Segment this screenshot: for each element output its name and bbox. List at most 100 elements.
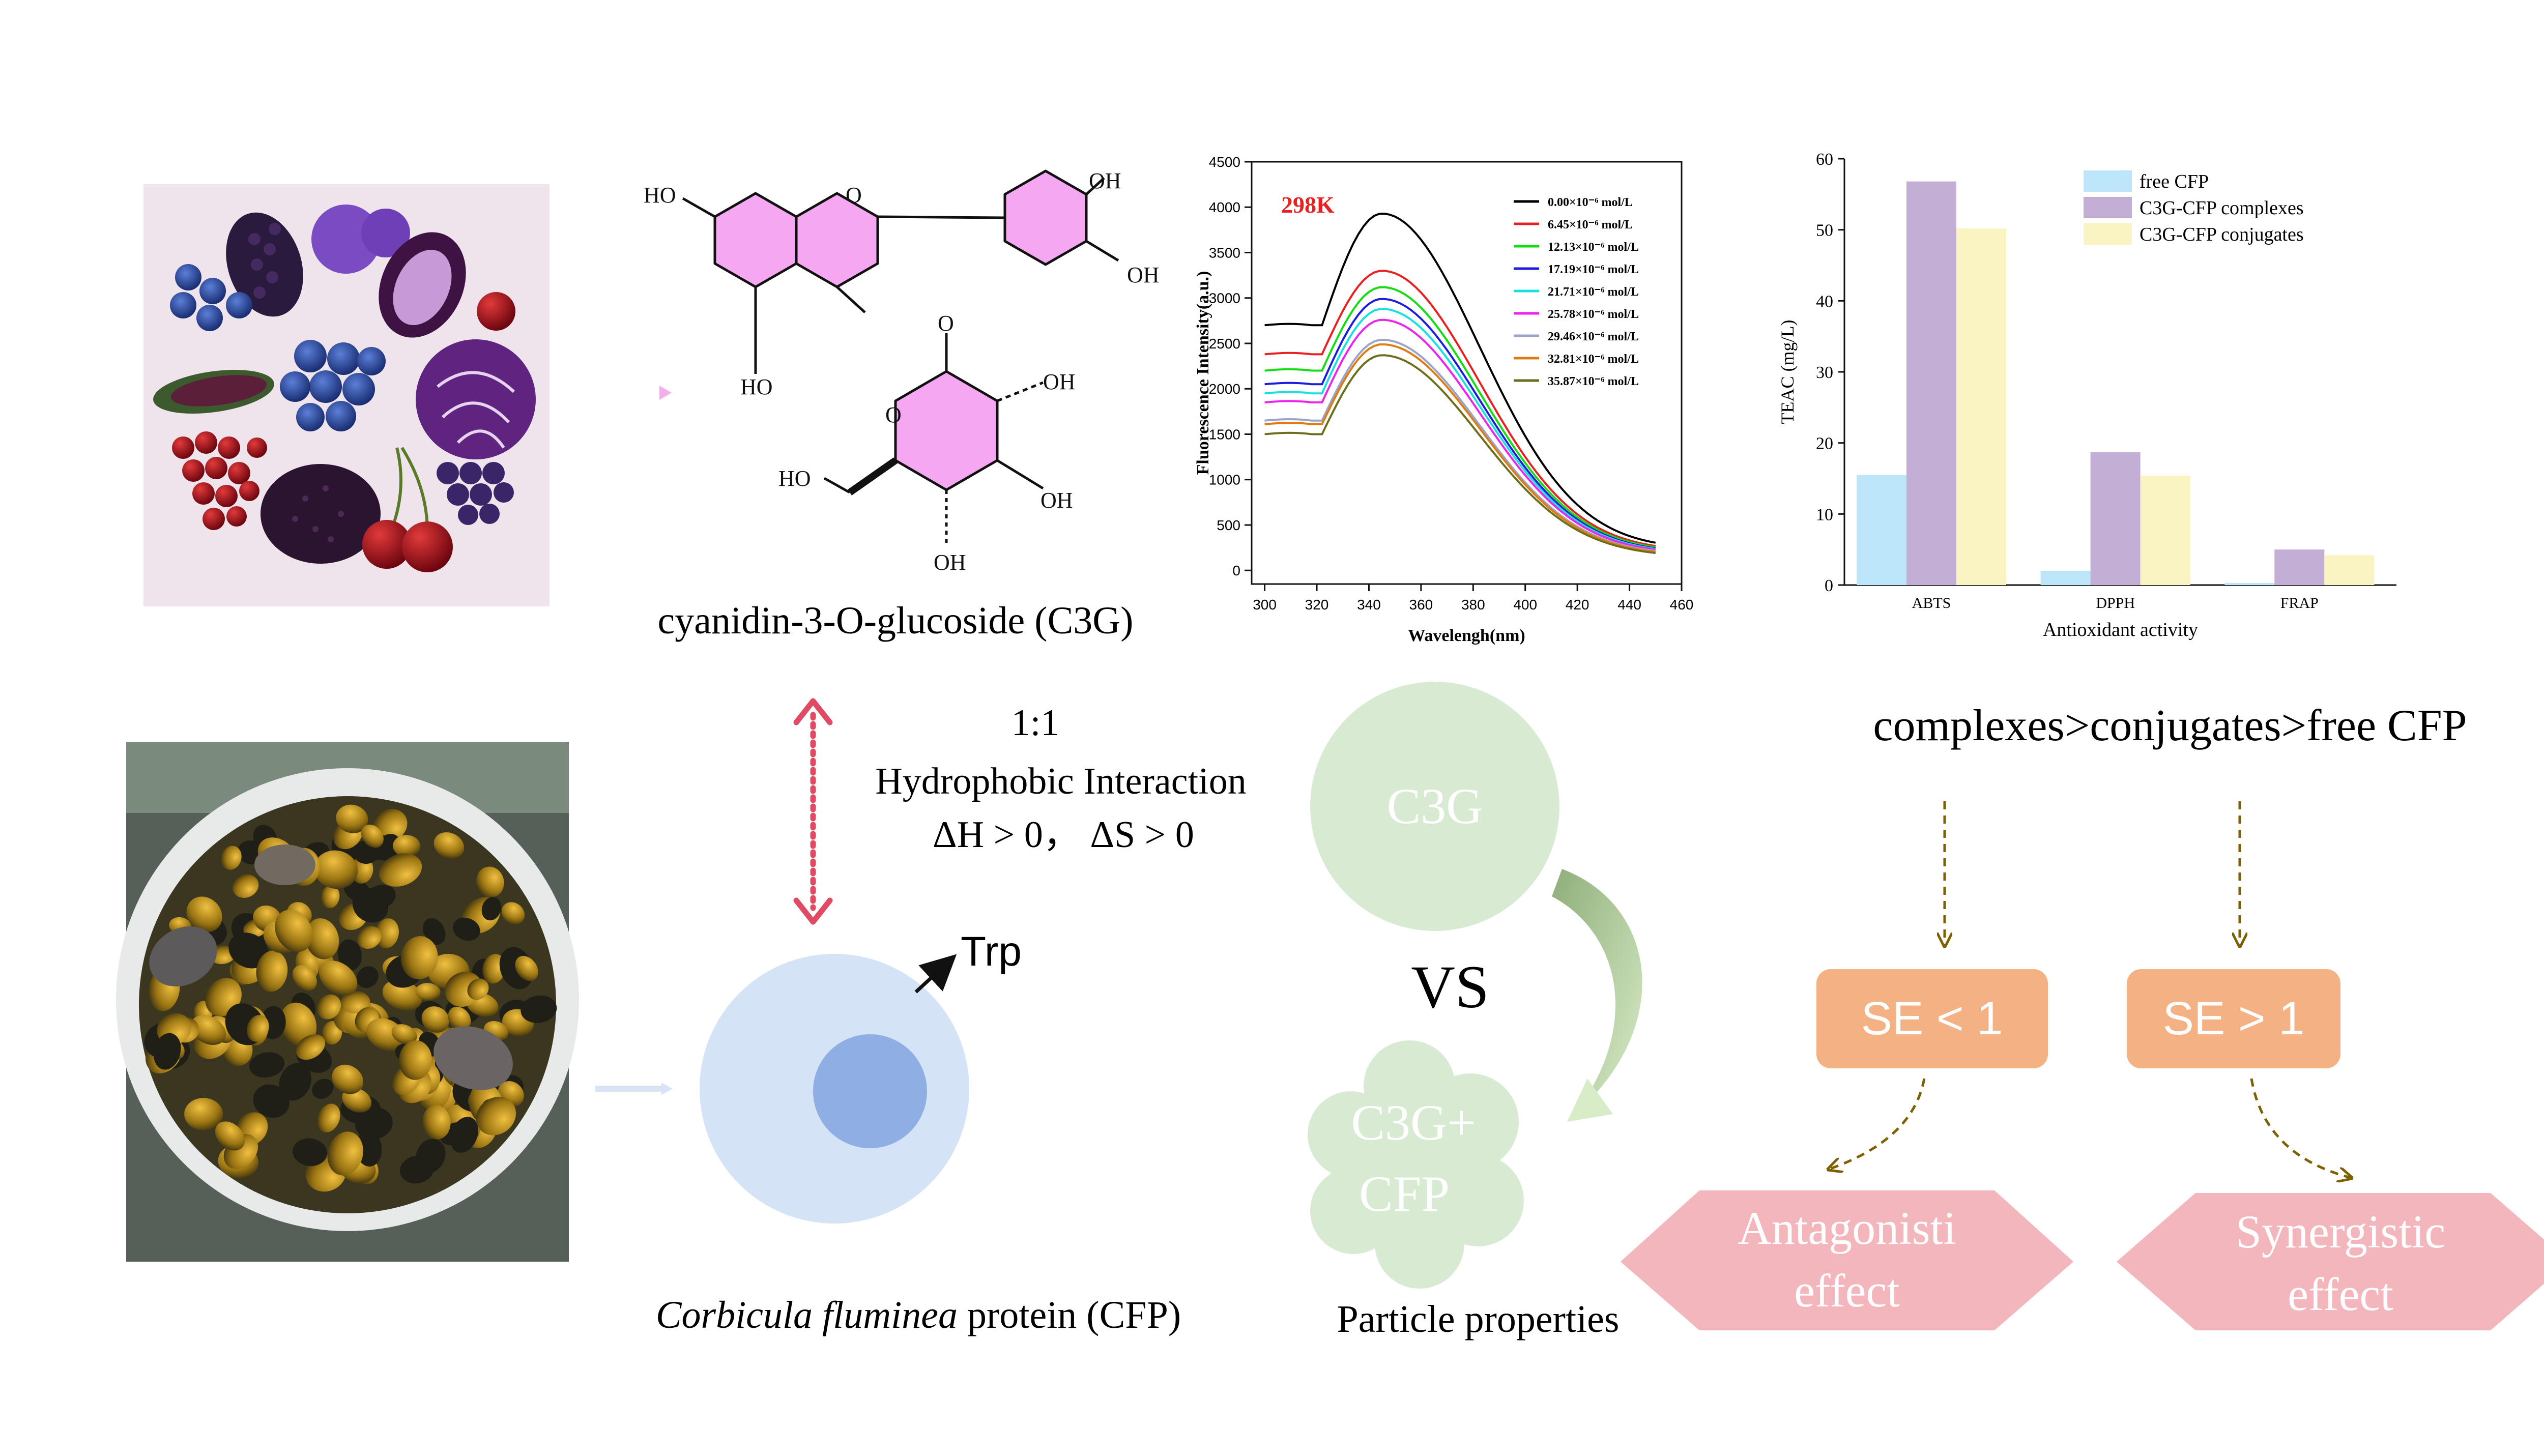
clam-shell <box>293 1138 327 1167</box>
fluor-legend-label: 32.81×10⁻⁶ mol/L <box>1548 353 1639 366</box>
fluor-y-tick-label: 1000 <box>1209 472 1240 488</box>
clam-shell <box>314 850 358 889</box>
clam-shell <box>373 809 408 841</box>
clam-shell <box>292 965 317 991</box>
fluor-series-line <box>1264 354 1656 554</box>
cfp-caption: Corbicula fluminea protein (CFP) <box>656 1294 1181 1336</box>
teac-y-tick-label: 50 <box>1816 221 1833 240</box>
fluor-legend-label: 29.46×10⁻⁶ mol/L <box>1548 330 1639 343</box>
c3g-structure <box>682 169 1119 545</box>
clam-shell <box>399 1040 432 1080</box>
flow-arrows <box>1829 801 2351 1178</box>
clam-shell <box>340 991 370 1014</box>
teac-legend-swatch <box>2084 223 2132 245</box>
teac-category-label: ABTS <box>1912 595 1951 611</box>
clam-shell <box>305 918 339 959</box>
clam-shell <box>296 1034 325 1060</box>
clam-shell <box>476 1096 516 1135</box>
teac-bar <box>2274 549 2325 585</box>
clam-shell <box>379 853 422 887</box>
fluor-legend-label: 25.78×10⁻⁶ mol/L <box>1548 308 1639 321</box>
fluor-y-tick-label: 1500 <box>1209 426 1240 442</box>
teac-legend-label: C3G-CFP complexes <box>2140 197 2304 219</box>
fluor-chart-title: 298K <box>1281 192 1335 218</box>
fluor-x-tick-label: 400 <box>1513 597 1537 613</box>
teac-y-tick-label: 10 <box>1816 505 1833 524</box>
trp-label: Trp <box>961 928 1022 975</box>
teac-legend-swatch <box>2084 197 2132 218</box>
clam-shell <box>184 1098 223 1130</box>
fluorescence-chart: 0 500 1000 1500 2000 2500 3000 3500 4000 4500 300 3… <box>1194 154 1693 645</box>
teac-bar <box>2324 555 2375 585</box>
clam-shell <box>279 1063 311 1101</box>
fluor-legend-label: 21.71×10⁻⁶ mol/L <box>1548 285 1639 299</box>
teac-y-tick-label: 20 <box>1816 434 1833 453</box>
clam-shell <box>337 939 362 971</box>
teac-legend-swatch <box>2084 170 2132 192</box>
teac-bar <box>2224 583 2275 585</box>
vs-label: VS <box>1411 953 1489 1021</box>
c3g-caption: cyanidin-3-O-glucoside (C3G) <box>658 599 1134 642</box>
fluor-series-line <box>1264 270 1656 547</box>
fluor-series-line <box>1264 212 1656 544</box>
clam-shell <box>279 1002 317 1046</box>
atom-label: O <box>885 402 902 427</box>
teac-bar <box>2040 571 2091 585</box>
teac-y-label: TEAC (mg/L) <box>1777 320 1798 424</box>
synergistic-effect-hexagon <box>2117 1193 2544 1330</box>
teac-y-tick-label: 60 <box>1816 150 1833 169</box>
fluor-x-tick-label: 420 <box>1566 597 1589 613</box>
se-greater-than-one-box <box>2127 969 2340 1068</box>
clam-shell <box>336 804 368 833</box>
complex-particle-cloud <box>1308 1040 1524 1289</box>
clam-shell <box>448 1006 471 1031</box>
fluor-series-line <box>1264 308 1656 550</box>
teac-y-tick-label: 40 <box>1816 292 1833 311</box>
clam-shell <box>186 896 222 933</box>
clam-shell <box>312 1079 334 1099</box>
anthocyanin-foods-photo <box>143 184 550 606</box>
clam-shell <box>399 1155 434 1184</box>
c3g-particle <box>1310 682 1559 931</box>
fluor-x-tick-label: 360 <box>1409 597 1433 613</box>
teac-x-label: Antioxidant activity <box>2043 619 2198 640</box>
fluor-y-tick-label: 3500 <box>1209 245 1240 260</box>
curved-green-arrow <box>1552 869 1642 1114</box>
atom-label: OH <box>1127 263 1160 287</box>
fluor-series-line <box>1264 343 1656 553</box>
atom-label: HO <box>778 466 811 491</box>
interaction-type: Hydrophobic Interaction <box>875 761 1247 802</box>
clam-shell <box>521 995 557 1023</box>
clam-shell <box>476 866 504 897</box>
fluor-y-tick-label: 0 <box>1232 563 1240 578</box>
fluor-legend-label: 35.87×10⁻⁶ mol/L <box>1548 375 1639 388</box>
complex-label-line1: C3G+ <box>1351 1094 1476 1151</box>
teac-y-tick-label: 0 <box>1825 576 1833 595</box>
clam-shell <box>361 824 384 848</box>
fluor-x-tick-label: 320 <box>1305 597 1329 613</box>
atom-label: HO <box>740 374 773 399</box>
teac-bar <box>1857 475 1906 585</box>
clam-shell <box>481 897 501 921</box>
fluor-y-tick-label: 2500 <box>1209 336 1240 352</box>
clam-shell <box>423 918 446 945</box>
se-greater-than-one-label: SE > 1 <box>2163 993 2305 1044</box>
fluor-y-tick-label: 4000 <box>1209 199 1240 215</box>
synergistic-label-line2: effect <box>2288 1268 2393 1320</box>
fluor-x-tick-label: 380 <box>1461 597 1485 613</box>
fluor-series-line <box>1264 298 1656 549</box>
activity-ranking: complexes>conjugates>free CFP <box>1873 701 2467 750</box>
clam-shell <box>374 918 399 948</box>
teac-category-label: DPPH <box>2096 595 2135 611</box>
fluor-legend-label: 6.45×10⁻⁶ mol/L <box>1548 218 1633 231</box>
binding-ratio: 1:1 <box>1011 702 1060 744</box>
clam-shell <box>221 846 242 870</box>
clam-shell <box>421 1006 449 1033</box>
clam-shell <box>393 835 421 857</box>
fluor-y-label: Fluorescence Intensity(a.u.) <box>1194 271 1212 475</box>
interaction-double-arrow <box>793 698 833 925</box>
clam-shell <box>515 955 538 981</box>
antagonistic-label-line2: effect <box>1794 1265 1900 1317</box>
clam-shell <box>453 917 480 941</box>
